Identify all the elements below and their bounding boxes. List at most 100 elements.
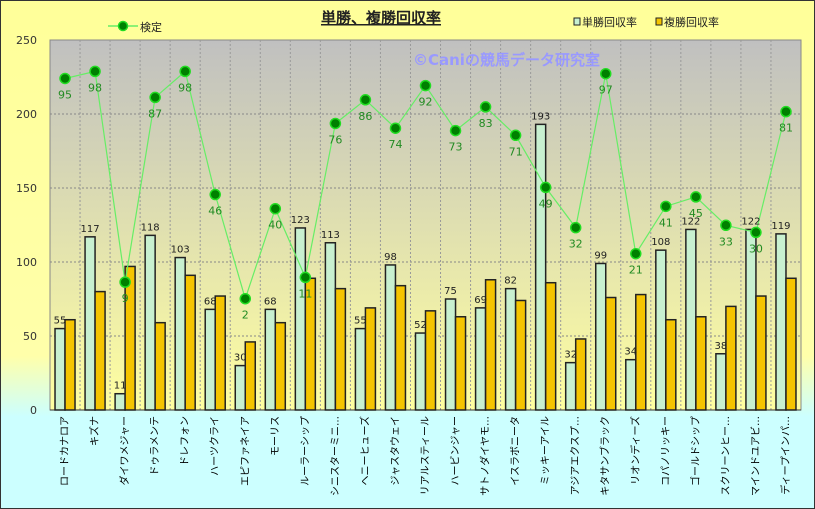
line-marker (449, 124, 462, 137)
x-tick-label: ゴールドシップ (689, 416, 702, 486)
x-tick-label: シニスターミニ… (329, 416, 341, 496)
line-value-label: 95 (58, 88, 72, 101)
bar-place (184, 274, 196, 411)
x-tick-label: モーリス (270, 416, 281, 456)
line-value-label: 32 (569, 238, 583, 251)
line-value-label: 11 (298, 287, 312, 300)
bar-single-label: 117 (81, 224, 100, 235)
bar-single (144, 234, 156, 411)
x-tick-label: イスラボニータ (510, 416, 522, 486)
x-tick-label: ヘニーヒューズ (358, 416, 371, 486)
line-marker (750, 226, 762, 239)
bar-single (534, 123, 547, 411)
bar-single (294, 227, 307, 411)
bar-single (745, 228, 757, 411)
line-marker (329, 117, 342, 130)
legend-label-place: 複勝回収率 (664, 15, 719, 29)
line-marker (179, 65, 191, 78)
line-value-label: 30 (749, 242, 763, 255)
x-tick-label: ドレフォン (180, 416, 191, 466)
line-value-label: 74 (388, 138, 402, 151)
bar-single-label: 122 (681, 216, 700, 227)
line-marker (539, 181, 552, 194)
x-tick-label: ミッキーアイル (541, 416, 552, 485)
line-marker (479, 101, 492, 113)
bar-place (604, 296, 617, 411)
line-marker (780, 105, 792, 118)
bar-single-label: 108 (651, 237, 670, 248)
line-value-label: 49 (539, 197, 553, 210)
legend-swatch-single (573, 17, 581, 26)
bar-single-label: 52 (414, 320, 427, 331)
bar-single (444, 298, 457, 411)
bar-single-label: 32 (564, 350, 577, 361)
bar-single-label: 113 (321, 230, 340, 241)
bar-single-label: 11 (114, 381, 127, 392)
watermark: ©Caniの競馬データ研究室 (413, 51, 600, 69)
line-value-label: 9 (122, 292, 129, 305)
line-value-label: 76 (328, 133, 342, 146)
bar-single (264, 308, 277, 411)
x-tick-label: ルーラーシップ (299, 416, 311, 486)
line-marker (660, 200, 672, 213)
bar-single-label: 103 (171, 245, 190, 256)
line-value-label: 33 (719, 235, 733, 248)
y-tick-label: 150 (16, 182, 37, 195)
bar-place (394, 284, 407, 411)
line-value-label: 83 (479, 117, 493, 130)
chart-title: 単勝、複勝回収率 (321, 9, 441, 27)
bar-place (574, 338, 587, 411)
bar-place (124, 265, 136, 411)
y-tick-label: 250 (16, 34, 37, 47)
line-value-label: 86 (358, 110, 372, 123)
bar-place (514, 299, 527, 411)
x-tick-label: ダイワメジャー (118, 416, 131, 486)
x-tick-label: リアルスティール (421, 416, 432, 495)
line-value-label: 97 (599, 84, 613, 97)
line-value-label: 21 (629, 264, 643, 277)
bar-single-label: 123 (291, 215, 310, 226)
line-value-label: 98 (178, 81, 192, 94)
line-value-label: 81 (779, 122, 793, 135)
x-tick-label: アジアエクスプ… (570, 416, 582, 495)
bar-single-label: 69 (474, 295, 487, 306)
bar-single-label: 68 (204, 296, 217, 307)
x-tick-label: ドゥラメンテ (149, 416, 161, 476)
line-marker (89, 65, 101, 78)
bar-single-label: 55 (354, 316, 367, 327)
line-marker (690, 191, 702, 203)
bar-place (274, 321, 287, 411)
legend-label-single: 単勝回収率 (582, 15, 637, 29)
bar-single (54, 327, 66, 411)
bar-place (695, 316, 707, 411)
bar-single-label: 98 (384, 252, 397, 263)
bar-place (725, 305, 737, 411)
bar-single (234, 364, 247, 411)
line-marker (119, 276, 131, 288)
bar-place (424, 310, 437, 411)
legend-swatch-place (655, 17, 663, 26)
bar-place (635, 293, 647, 411)
y-tick-label: 200 (16, 108, 37, 121)
bar-place (484, 279, 497, 411)
line-value-label: 41 (659, 216, 673, 229)
line-value-label: 92 (419, 96, 433, 109)
bar-place (364, 307, 377, 411)
legend-line: 検定 (108, 20, 162, 34)
legend-bars: 単勝回収率 複勝回収率 (573, 15, 719, 29)
bar-single-label: 38 (715, 341, 728, 352)
line-value-label: 46 (208, 205, 222, 218)
bar-place (94, 290, 106, 411)
x-tick-label: コパノリッキー (660, 416, 672, 486)
bar-place (785, 277, 797, 411)
line-marker (359, 94, 372, 106)
line-marker (299, 271, 312, 284)
x-tick-label: マインドユアビ… (750, 416, 762, 496)
line-marker (59, 72, 71, 85)
bar-single-label: 118 (141, 222, 160, 233)
line-value-label: 87 (148, 107, 162, 120)
bar-single (685, 228, 697, 411)
line-marker (599, 67, 612, 80)
line-value-label: 73 (449, 141, 463, 154)
